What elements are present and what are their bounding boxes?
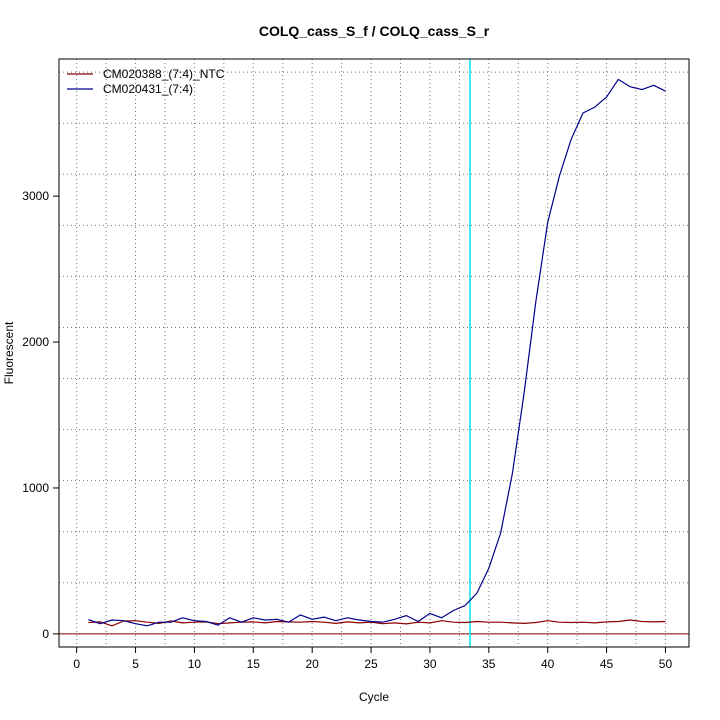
- x-tick-label: 40: [541, 657, 555, 671]
- x-tick-label: 25: [364, 657, 378, 671]
- x-tick-label: 30: [423, 657, 437, 671]
- x-axis-label: Cycle: [359, 690, 389, 704]
- x-tick-label: 0: [73, 657, 80, 671]
- plot-frame: [58, 58, 690, 648]
- reference-lines: [59, 59, 689, 647]
- x-tick-label: 35: [482, 657, 496, 671]
- series-line-2: [88, 78, 666, 627]
- x-axis: 0 5 10 15 20 25 30 35 40 45 50: [73, 647, 672, 671]
- x-tick-label: 20: [305, 657, 319, 671]
- chart-title: COLQ_cass_S_f / COLQ_cass_S_r: [259, 23, 490, 39]
- y-tick-label: 2000: [22, 335, 49, 349]
- grid-lines: [59, 59, 689, 647]
- series-lines: [88, 78, 666, 627]
- legend-label-2: CM020431_(7:4): [103, 82, 193, 96]
- x-tick-label: 10: [188, 657, 202, 671]
- x-tick-label: 5: [132, 657, 139, 671]
- y-tick-label: 1000: [22, 481, 49, 495]
- y-axis-label: Fluorescent: [2, 321, 16, 384]
- y-tick-label: 0: [42, 627, 49, 641]
- x-tick-label: 15: [247, 657, 261, 671]
- legend-label-1: CM020388_(7:4)_NTC: [103, 67, 225, 81]
- x-tick-label: 50: [659, 657, 673, 671]
- y-tick-label: 3000: [22, 189, 49, 203]
- series-line-1: [88, 619, 666, 627]
- x-tick-label: 45: [600, 657, 614, 671]
- y-axis: 0 1000 2000 3000: [22, 189, 59, 641]
